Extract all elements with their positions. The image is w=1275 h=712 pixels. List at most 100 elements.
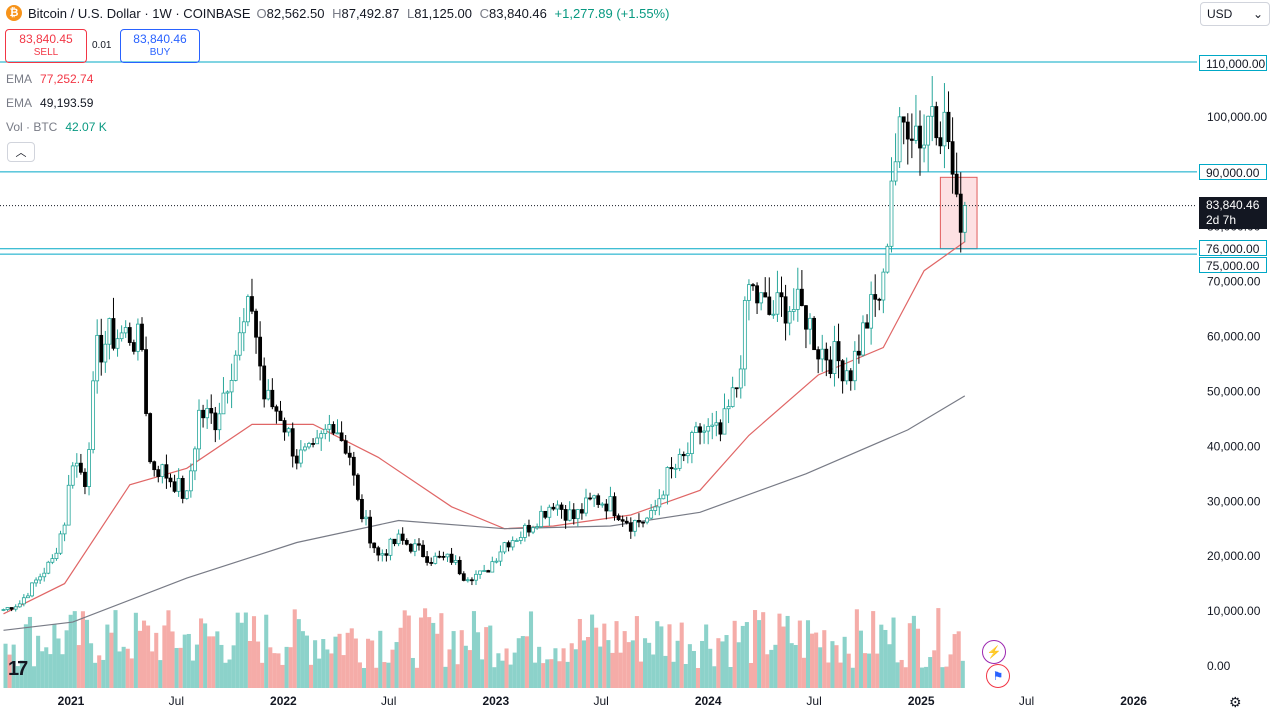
candle-body <box>832 341 837 374</box>
ema-slow-legend[interactable]: EMA 49,193.59 <box>6 96 93 110</box>
candle-body <box>506 542 511 548</box>
candle-body <box>42 572 47 578</box>
volume-bar <box>626 642 631 688</box>
sell-button[interactable]: 83,840.45 SELL <box>5 29 87 63</box>
volume-bar <box>850 667 855 688</box>
volume-bar <box>345 632 350 688</box>
candle-body <box>628 522 633 532</box>
volume-bar <box>406 615 411 688</box>
candle-body <box>286 428 291 433</box>
volume-bar <box>761 612 766 688</box>
flag-icon[interactable]: ⚑ <box>986 664 1010 688</box>
volume-bar <box>565 661 570 688</box>
volume-bar <box>736 642 741 688</box>
volume-bar <box>679 622 684 688</box>
symbol-title[interactable]: Bitcoin / U.S. Dollar · 1W · COINBASE <box>28 5 251 21</box>
volume-bar <box>260 662 265 688</box>
volume-bar <box>602 623 607 688</box>
volume-bar <box>557 661 562 688</box>
candle-body <box>254 310 258 338</box>
volume-bar <box>386 662 391 688</box>
x-tick-label: Jul <box>169 694 184 708</box>
volume-bar <box>769 649 774 688</box>
y-tick-label: 20,000.00 <box>1207 549 1261 563</box>
tradingview-logo[interactable]: 17 <box>8 658 28 680</box>
candle-body <box>865 322 869 329</box>
candle-body <box>694 426 698 434</box>
highlight-rectangle <box>939 176 978 250</box>
candle-body <box>355 474 360 500</box>
volume-bar <box>410 657 415 688</box>
candle-body <box>315 437 320 445</box>
candle-body <box>747 284 751 301</box>
y-tick-label: 50,000.00 <box>1207 384 1261 398</box>
volume-bar <box>928 657 933 688</box>
candle-body <box>95 334 100 382</box>
candle-body <box>926 115 931 146</box>
candle-body <box>795 288 800 310</box>
volume-bar <box>561 648 566 688</box>
candle-body <box>893 161 898 182</box>
volume-bar <box>435 633 440 688</box>
y-tick-label: 10,000.00 <box>1207 604 1261 618</box>
candle-body <box>584 497 588 514</box>
candle-body <box>922 144 926 149</box>
volume-bar <box>842 636 847 688</box>
volume-bar <box>704 624 709 688</box>
collapse-legend-button[interactable]: ︿ <box>7 142 35 162</box>
candle-body <box>376 547 381 556</box>
candle-body <box>836 341 841 362</box>
volume-bar <box>68 614 73 688</box>
candle-body <box>103 343 108 363</box>
volume-bar <box>671 661 676 688</box>
volume-bar <box>695 667 701 688</box>
volume-bar <box>272 653 277 688</box>
volume-bar <box>423 608 428 688</box>
candle-body <box>347 452 352 458</box>
candle-body <box>160 464 165 477</box>
candle-body <box>881 271 886 301</box>
candle-body <box>808 317 812 330</box>
volume-bar <box>895 662 900 688</box>
volume-bar <box>634 616 639 688</box>
high-value: 87,492.87 <box>341 5 400 21</box>
candle-body <box>144 349 148 414</box>
candle-body <box>787 311 792 324</box>
candle-body <box>441 555 446 558</box>
candle-body <box>78 462 83 473</box>
currency-select[interactable]: USD ⌄ <box>1200 2 1270 26</box>
volume-bar <box>594 627 599 688</box>
candle-body <box>820 348 825 360</box>
close-value: 83,840.46 <box>489 5 547 21</box>
volume-bar <box>691 650 696 688</box>
ema-fast-legend[interactable]: EMA 77,252.74 <box>6 72 93 86</box>
candle-body <box>612 496 617 517</box>
candle-body <box>840 360 845 382</box>
candle-body <box>816 349 821 360</box>
volume-bar <box>708 648 713 688</box>
volume-bar <box>854 609 859 688</box>
candle-body <box>518 537 523 541</box>
spread-value: 0.01 <box>92 40 112 51</box>
buy-button[interactable]: 83,840.46 BUY <box>120 29 200 63</box>
y-tick-label: 70,000.00 <box>1207 275 1261 289</box>
candle-body <box>482 570 487 572</box>
candle-body <box>950 141 955 175</box>
x-tick-label: 2025 <box>908 694 935 708</box>
volume-legend[interactable]: Vol · BTC 42.07 K <box>6 120 107 134</box>
volume-bar <box>64 630 69 688</box>
sparkle-icon[interactable]: ⚡ <box>982 640 1006 664</box>
ohlc-values: O82,562.50 H87,492.87 L81,125.00 C83,840… <box>257 6 674 21</box>
candle-body <box>726 406 731 410</box>
volume-bar <box>911 615 916 688</box>
volume-bar <box>960 660 965 688</box>
volume-bar <box>744 622 749 688</box>
candle-body <box>706 425 711 432</box>
volume-bar <box>818 647 823 688</box>
volume-bar <box>414 667 419 688</box>
gear-icon[interactable]: ⚙ <box>1229 694 1242 710</box>
symbol-header: ₿ Bitcoin / U.S. Dollar · 1W · COINBASE … <box>6 5 673 21</box>
candle-body <box>213 412 218 431</box>
volume-bar <box>956 631 961 688</box>
